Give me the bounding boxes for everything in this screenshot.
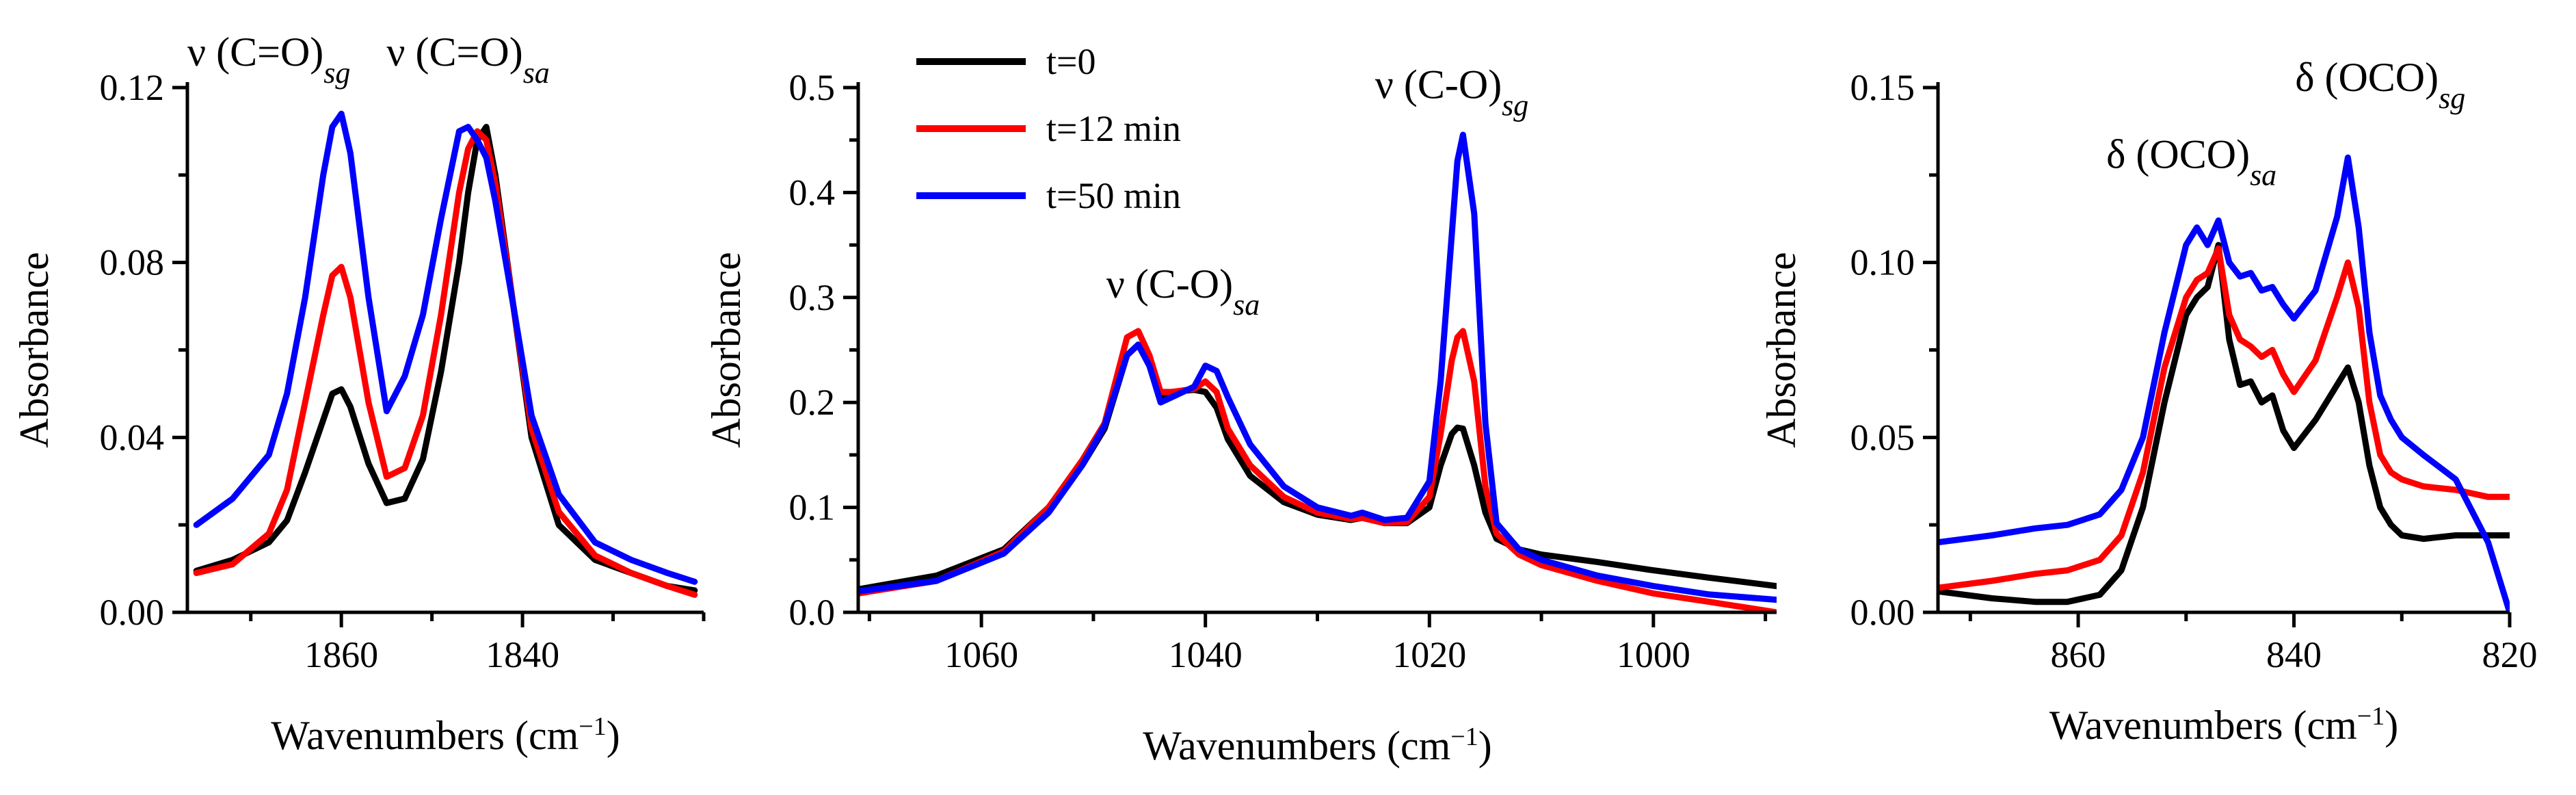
- panel-c-o-single-bond-region: 1060 1040 1020 1000 0.0 0.1 0.2 0.3 0.4 0.5 Wavenu…: [704, 41, 1777, 768]
- peak-annotation-a1: ν (C-O)sa: [1106, 261, 1260, 322]
- x-tick-label: 860: [2051, 634, 2106, 675]
- y-tick-label: 0.2: [789, 382, 836, 423]
- annotation-prefix: ν (C=O): [187, 29, 323, 75]
- y-tick-label: 0.00: [100, 592, 165, 633]
- annotation-prefix: δ (OCO): [2106, 132, 2250, 177]
- series-line-t-50-min: [193, 110, 698, 585]
- annotation-prefix: ν (C=O): [386, 29, 522, 75]
- series-line-t-50-min: [858, 131, 1777, 603]
- x-axis-label: Wavenumbers (cm−1): [271, 712, 620, 758]
- x-axis-label-close: ): [607, 713, 620, 758]
- y-tick-label: 0.05: [1850, 417, 1915, 458]
- y-axis-label: Absorbance: [704, 252, 749, 448]
- series-line-t-12-min: [193, 128, 698, 598]
- annotation-prefix: ν (C-O): [1375, 62, 1502, 107]
- series-group: [858, 131, 1777, 612]
- x-tick-label: 1840: [486, 634, 559, 675]
- x-axis-label-main: Wavenumbers (cm: [2049, 703, 2357, 748]
- series-line-t-12-min: [1938, 245, 2510, 591]
- x-tick-label: 1860: [304, 634, 378, 675]
- x-tick-label: 840: [2266, 634, 2322, 675]
- y-tick-label: 0.4: [789, 172, 836, 213]
- legend-label: t=12 min: [1046, 108, 1181, 149]
- x-tick-label: 1020: [1392, 634, 1466, 675]
- peak-annotation-a1: δ (OCO)sa: [2106, 132, 2276, 192]
- peak-annotation-a2: δ (OCO)sg: [2295, 55, 2465, 115]
- x-axis-label-main: Wavenumbers (cm: [1143, 723, 1450, 768]
- series-group: [1938, 154, 2510, 612]
- x-axis-label-exponent: −1: [579, 712, 606, 741]
- x-tick-label: 1040: [1169, 634, 1243, 675]
- annotation-subscript: sa: [523, 56, 550, 90]
- series-line-t-50-min: [1938, 154, 2510, 612]
- series-group: [193, 110, 698, 598]
- annotation-prefix: ν (C-O): [1106, 261, 1233, 307]
- y-tick-label: 0.04: [100, 417, 165, 458]
- annotation-subscript: sg: [2439, 81, 2465, 115]
- y-tick-label: 0.15: [1850, 67, 1915, 108]
- y-tick-label: 0.1: [789, 487, 836, 528]
- series-line-t-12-min: [858, 328, 1777, 612]
- x-tick-label: 820: [2482, 634, 2538, 675]
- x-axis-label-close: ): [2385, 703, 2398, 748]
- x-axis-label-exponent: −1: [2357, 702, 2385, 731]
- x-axis-label: Wavenumbers (cm−1): [2049, 702, 2398, 748]
- y-tick-label: 0.10: [1850, 242, 1915, 283]
- x-axis-label-close: ): [1478, 723, 1492, 768]
- x-tick-label: 1000: [1617, 634, 1690, 675]
- series-line-t-0: [193, 124, 698, 594]
- x-axis-label-exponent: −1: [1450, 722, 1478, 751]
- x-tick-label: 1060: [944, 634, 1018, 675]
- annotation-subscript: sa: [1233, 287, 1260, 321]
- y-axis-label: Absorbance: [1759, 252, 1804, 448]
- y-axis-label: Absorbance: [12, 252, 57, 448]
- legend-label: t=50 min: [1046, 175, 1181, 216]
- annotation-subscript: sg: [323, 56, 350, 90]
- peak-annotation-a2: ν (C-O)sg: [1375, 62, 1529, 122]
- panel-oco-bending-region: 860 840 820 0.00 0.05 0.10 0.15 Wavenumbers (cm…: [1759, 55, 2538, 748]
- x-axis-label: Wavenumbers (cm−1): [1143, 722, 1491, 768]
- peak-annotation-a1: ν (C=O)sg: [187, 29, 350, 89]
- y-tick-label: 0.08: [100, 242, 165, 283]
- legend: t=0 t=12 min t=50 min: [916, 41, 1181, 216]
- panel-c-o-double-bond-region: 1860 1840 0.00 0.04 0.08 0.12 Wavenumbers (cm−…: [12, 29, 706, 758]
- y-tick-label: 0.00: [1850, 592, 1915, 633]
- series-line-t-0: [1938, 242, 2510, 605]
- annotation-subscript: sa: [2250, 158, 2276, 192]
- peak-annotation-a2: ν (C=O)sa: [386, 29, 549, 89]
- annotation-prefix: δ (OCO): [2295, 55, 2439, 100]
- y-tick-label: 0.3: [789, 277, 836, 318]
- y-tick-label: 0.0: [789, 592, 836, 633]
- legend-label: t=0: [1046, 41, 1096, 82]
- x-axis-label-main: Wavenumbers (cm: [271, 713, 579, 758]
- annotation-subscript: sg: [1502, 88, 1528, 122]
- y-tick-label: 0.12: [100, 67, 165, 108]
- y-tick-label: 0.5: [789, 67, 836, 108]
